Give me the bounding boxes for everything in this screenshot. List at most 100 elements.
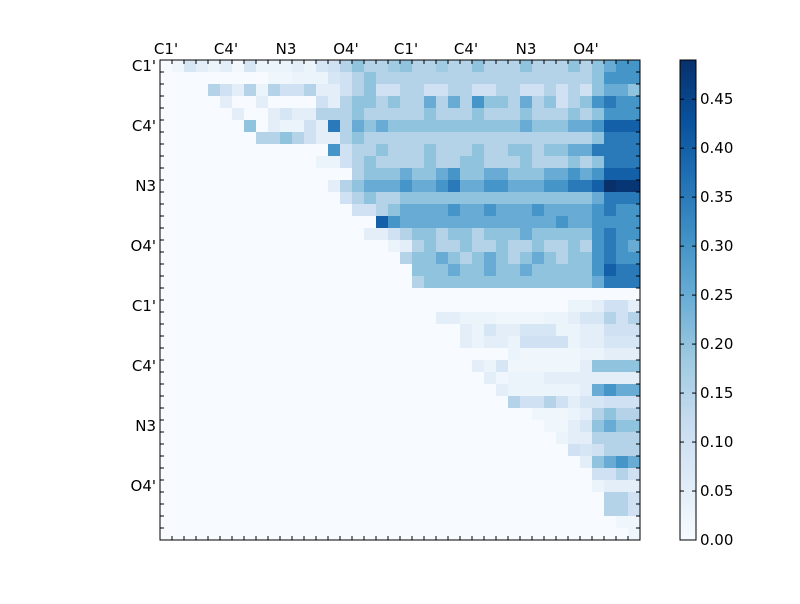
heatmap-cell [196, 144, 209, 157]
heatmap-cell [484, 384, 497, 397]
heatmap-cell [364, 372, 377, 385]
heatmap-cell [352, 504, 365, 517]
heatmap-cell [232, 228, 245, 241]
heatmap-cell [628, 84, 641, 97]
heatmap-cell [292, 300, 305, 313]
heatmap-cell [364, 300, 377, 313]
heatmap-cell [616, 84, 629, 97]
heatmap-cell [388, 288, 401, 301]
heatmap-cell [484, 216, 497, 229]
colorbar-tick-label: 0.35 [700, 188, 733, 206]
heatmap-cell [280, 60, 293, 73]
heatmap-cell [220, 120, 233, 133]
heatmap-cell [616, 360, 629, 373]
heatmap-cell [340, 372, 353, 385]
heatmap-cell [580, 324, 593, 337]
heatmap-cell [520, 444, 533, 457]
heatmap-cell [352, 96, 365, 109]
heatmap-cell [604, 276, 617, 289]
heatmap-cell [592, 216, 605, 229]
heatmap-cell [352, 312, 365, 325]
heatmap-cell [568, 516, 581, 529]
heatmap-cell [604, 168, 617, 181]
heatmap-cell [448, 384, 461, 397]
heatmap-cell [544, 480, 557, 493]
heatmap-cell [436, 120, 449, 133]
heatmap-cell [496, 264, 509, 277]
heatmap-cell [220, 348, 233, 361]
heatmap-cell [520, 300, 533, 313]
heatmap-cell [268, 228, 281, 241]
heatmap-cell [340, 396, 353, 409]
heatmap-cell [616, 384, 629, 397]
heatmap-cell [340, 468, 353, 481]
heatmap-cell [304, 264, 317, 277]
heatmap-cell [232, 504, 245, 517]
heatmap-cell [616, 348, 629, 361]
heatmap-cell [628, 384, 641, 397]
heatmap-cell [184, 228, 197, 241]
heatmap-cell [580, 228, 593, 241]
heatmap-cell [568, 432, 581, 445]
heatmap-cell [172, 456, 185, 469]
heatmap-cell [304, 504, 317, 517]
heatmap-cell [484, 144, 497, 157]
heatmap-cell [472, 456, 485, 469]
y-tick-label: O4' [131, 237, 156, 255]
heatmap-cell [628, 396, 641, 409]
heatmap-cell [292, 372, 305, 385]
heatmap-cell [256, 192, 269, 205]
heatmap-cell [304, 156, 317, 169]
heatmap-cell [172, 432, 185, 445]
heatmap-cell [532, 84, 545, 97]
heatmap-cell [232, 348, 245, 361]
heatmap-cell [352, 120, 365, 133]
heatmap-cell [196, 432, 209, 445]
heatmap-cell [292, 84, 305, 97]
heatmap-cell [448, 264, 461, 277]
heatmap-cell [292, 504, 305, 517]
heatmap-cell [232, 204, 245, 217]
heatmap-cell [604, 408, 617, 421]
heatmap-cell [580, 348, 593, 361]
heatmap-cell [628, 444, 641, 457]
heatmap-cell [340, 432, 353, 445]
heatmap-cell [484, 132, 497, 145]
heatmap-cell [472, 492, 485, 505]
heatmap-cell [592, 180, 605, 193]
heatmap-cell [292, 96, 305, 109]
heatmap-cell [400, 480, 413, 493]
heatmap-cells [160, 60, 641, 541]
heatmap-cell [376, 444, 389, 457]
heatmap-cell [304, 516, 317, 529]
heatmap-cell [520, 96, 533, 109]
heatmap-cell [304, 276, 317, 289]
heatmap-cell [280, 204, 293, 217]
heatmap-cell [292, 252, 305, 265]
heatmap-cell [544, 408, 557, 421]
heatmap-cell [436, 204, 449, 217]
heatmap-cell [292, 264, 305, 277]
heatmap-cell [400, 324, 413, 337]
heatmap-cell [232, 516, 245, 529]
heatmap-cell [520, 348, 533, 361]
heatmap-cell [232, 480, 245, 493]
heatmap-cell [424, 192, 437, 205]
heatmap-cell [352, 348, 365, 361]
heatmap-cell [412, 312, 425, 325]
heatmap-cell [184, 60, 197, 73]
heatmap-cell [484, 264, 497, 277]
heatmap-cell [304, 444, 317, 457]
heatmap-cell [172, 492, 185, 505]
heatmap-cell [460, 360, 473, 373]
heatmap-cell [628, 180, 641, 193]
heatmap-cell [244, 156, 257, 169]
heatmap-cell [364, 84, 377, 97]
heatmap-cell [304, 120, 317, 133]
heatmap-cell [580, 384, 593, 397]
heatmap-cell [628, 60, 641, 73]
heatmap-cell [436, 348, 449, 361]
heatmap-cell [184, 180, 197, 193]
heatmap-cell [208, 432, 221, 445]
heatmap-cell [256, 156, 269, 169]
